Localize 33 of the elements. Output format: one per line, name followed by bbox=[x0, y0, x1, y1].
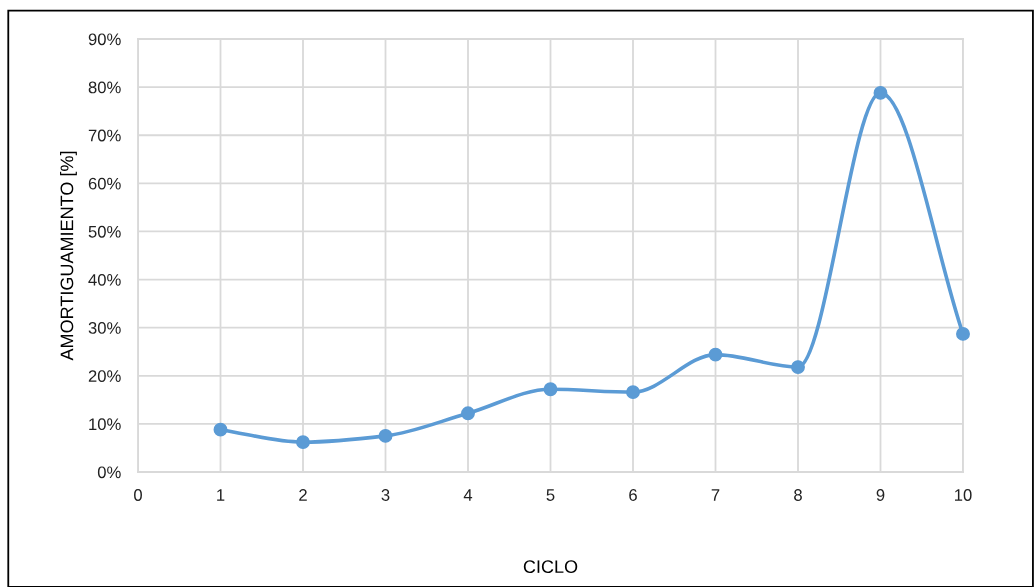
point bbox=[378, 428, 393, 443]
x-tick-label: 8 bbox=[794, 489, 802, 501]
y-tick-label: 0% bbox=[97, 466, 121, 479]
point bbox=[873, 85, 888, 100]
point bbox=[213, 422, 228, 437]
y-tick-label: 60% bbox=[88, 177, 121, 190]
y-tick-label: 10% bbox=[89, 418, 121, 431]
point bbox=[708, 347, 723, 362]
y-tick-label: 80% bbox=[88, 81, 121, 94]
y-tick-label: 20% bbox=[88, 370, 121, 382]
x-tick-label: 3 bbox=[381, 489, 390, 501]
y-tick-label: 40% bbox=[88, 273, 121, 286]
y-tick-label: 30% bbox=[88, 322, 121, 334]
point bbox=[543, 382, 558, 397]
y-tick-label: 70% bbox=[88, 129, 121, 142]
point bbox=[461, 406, 475, 421]
point bbox=[626, 385, 640, 400]
x-tick-label: 5 bbox=[546, 489, 555, 501]
x-tick-label: 4 bbox=[463, 489, 473, 501]
x-tick-label: 9 bbox=[876, 489, 885, 501]
x-tick-label: 0 bbox=[134, 489, 142, 501]
x-tick-label: 2 bbox=[299, 489, 307, 501]
x-tick-label: 7 bbox=[711, 489, 720, 501]
y-tick-label: 90% bbox=[88, 33, 121, 46]
y-axis-title: AMORTIGUAMIENTO [%] bbox=[60, 151, 77, 361]
point bbox=[956, 326, 970, 341]
point bbox=[296, 435, 310, 450]
x-tick-label: 10 bbox=[955, 489, 972, 501]
x-tick-label: 1 bbox=[217, 489, 225, 501]
y-tick-label: 50% bbox=[88, 225, 121, 238]
point bbox=[791, 360, 805, 375]
x-axis-title: CICLO bbox=[523, 560, 578, 574]
x-tick-label: 6 bbox=[629, 489, 637, 501]
